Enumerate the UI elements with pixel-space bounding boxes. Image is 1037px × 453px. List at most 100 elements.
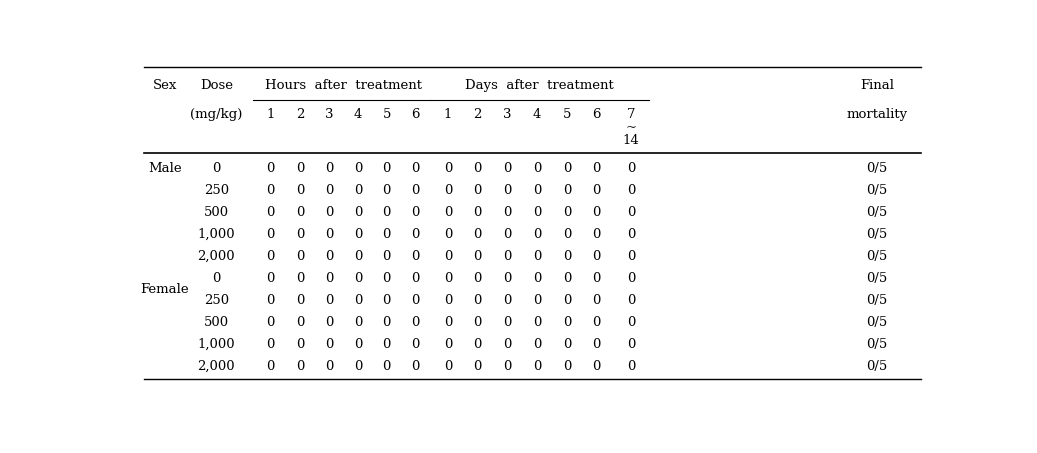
Text: 0: 0: [592, 206, 600, 219]
Text: 0: 0: [383, 360, 391, 373]
Text: 500: 500: [204, 316, 229, 329]
Text: 0: 0: [325, 338, 333, 351]
Text: 0: 0: [627, 184, 636, 197]
Text: 0: 0: [267, 206, 275, 219]
Text: 0/5: 0/5: [867, 316, 888, 329]
Text: 0: 0: [592, 338, 600, 351]
Text: 6: 6: [592, 108, 600, 121]
Text: 3: 3: [503, 108, 511, 121]
Text: 0: 0: [213, 272, 221, 285]
Text: 0: 0: [627, 360, 636, 373]
Text: 0: 0: [592, 272, 600, 285]
Text: 250: 250: [204, 294, 229, 307]
Text: 0: 0: [503, 294, 511, 307]
Text: 0: 0: [474, 250, 482, 263]
Text: 0/5: 0/5: [867, 228, 888, 241]
Text: 0: 0: [383, 338, 391, 351]
Text: 0: 0: [474, 294, 482, 307]
Text: 0: 0: [627, 162, 636, 175]
Text: 2: 2: [474, 108, 482, 121]
Text: Final: Final: [860, 79, 894, 92]
Text: 0: 0: [354, 316, 362, 329]
Text: (mg/kg): (mg/kg): [190, 108, 243, 121]
Text: Dose: Dose: [200, 79, 233, 92]
Text: 0: 0: [412, 162, 420, 175]
Text: 0: 0: [412, 294, 420, 307]
Text: 0: 0: [627, 206, 636, 219]
Text: 0: 0: [503, 316, 511, 329]
Text: 0: 0: [592, 360, 600, 373]
Text: 0: 0: [474, 206, 482, 219]
Text: 0: 0: [296, 294, 304, 307]
Text: 0: 0: [383, 250, 391, 263]
Text: Female: Female: [141, 283, 190, 296]
Text: 0: 0: [325, 360, 333, 373]
Text: mortality: mortality: [846, 108, 907, 121]
Text: 0: 0: [296, 272, 304, 285]
Text: 0: 0: [354, 206, 362, 219]
Text: 0: 0: [563, 162, 571, 175]
Text: 0: 0: [412, 316, 420, 329]
Text: 0: 0: [444, 272, 452, 285]
Text: 0: 0: [563, 338, 571, 351]
Text: 6: 6: [412, 108, 420, 121]
Text: 0: 0: [563, 250, 571, 263]
Text: 1,000: 1,000: [198, 228, 235, 241]
Text: 4: 4: [533, 108, 541, 121]
Text: 0: 0: [563, 206, 571, 219]
Text: 0/5: 0/5: [867, 360, 888, 373]
Text: 0: 0: [592, 162, 600, 175]
Text: 0: 0: [383, 316, 391, 329]
Text: 3: 3: [325, 108, 333, 121]
Text: 0: 0: [474, 316, 482, 329]
Text: 0: 0: [325, 316, 333, 329]
Text: 0: 0: [412, 206, 420, 219]
Text: 2: 2: [296, 108, 304, 121]
Text: 0: 0: [533, 206, 541, 219]
Text: 0: 0: [354, 250, 362, 263]
Text: 0/5: 0/5: [867, 294, 888, 307]
Text: Sex: Sex: [152, 79, 177, 92]
Text: 0/5: 0/5: [867, 184, 888, 197]
Text: 0: 0: [412, 272, 420, 285]
Text: 0: 0: [325, 250, 333, 263]
Text: 0: 0: [296, 316, 304, 329]
Text: 0: 0: [267, 294, 275, 307]
Text: 0: 0: [533, 162, 541, 175]
Text: 0: 0: [627, 250, 636, 263]
Text: 0: 0: [533, 228, 541, 241]
Text: 0: 0: [533, 360, 541, 373]
Text: 0: 0: [354, 294, 362, 307]
Text: 0: 0: [444, 228, 452, 241]
Text: 0: 0: [627, 316, 636, 329]
Text: 0: 0: [383, 162, 391, 175]
Text: 0: 0: [444, 338, 452, 351]
Text: 0: 0: [354, 360, 362, 373]
Text: 0: 0: [444, 162, 452, 175]
Text: 0: 0: [296, 162, 304, 175]
Text: 0/5: 0/5: [867, 162, 888, 175]
Text: 0: 0: [325, 228, 333, 241]
Text: 0/5: 0/5: [867, 272, 888, 285]
Text: 0: 0: [383, 206, 391, 219]
Text: 0: 0: [592, 184, 600, 197]
Text: 0: 0: [563, 294, 571, 307]
Text: 250: 250: [204, 184, 229, 197]
Text: 2,000: 2,000: [198, 250, 235, 263]
Text: 0/5: 0/5: [867, 250, 888, 263]
Text: 0: 0: [354, 228, 362, 241]
Text: 0: 0: [267, 338, 275, 351]
Text: Days  after  treatment: Days after treatment: [466, 79, 614, 92]
Text: 0: 0: [412, 184, 420, 197]
Text: 0: 0: [474, 272, 482, 285]
Text: 0: 0: [474, 360, 482, 373]
Text: 0: 0: [296, 228, 304, 241]
Text: 0: 0: [412, 250, 420, 263]
Text: 0: 0: [444, 250, 452, 263]
Text: 1,000: 1,000: [198, 338, 235, 351]
Text: 0: 0: [533, 294, 541, 307]
Text: 0: 0: [592, 250, 600, 263]
Text: 0: 0: [533, 316, 541, 329]
Text: 0: 0: [296, 250, 304, 263]
Text: 0: 0: [474, 162, 482, 175]
